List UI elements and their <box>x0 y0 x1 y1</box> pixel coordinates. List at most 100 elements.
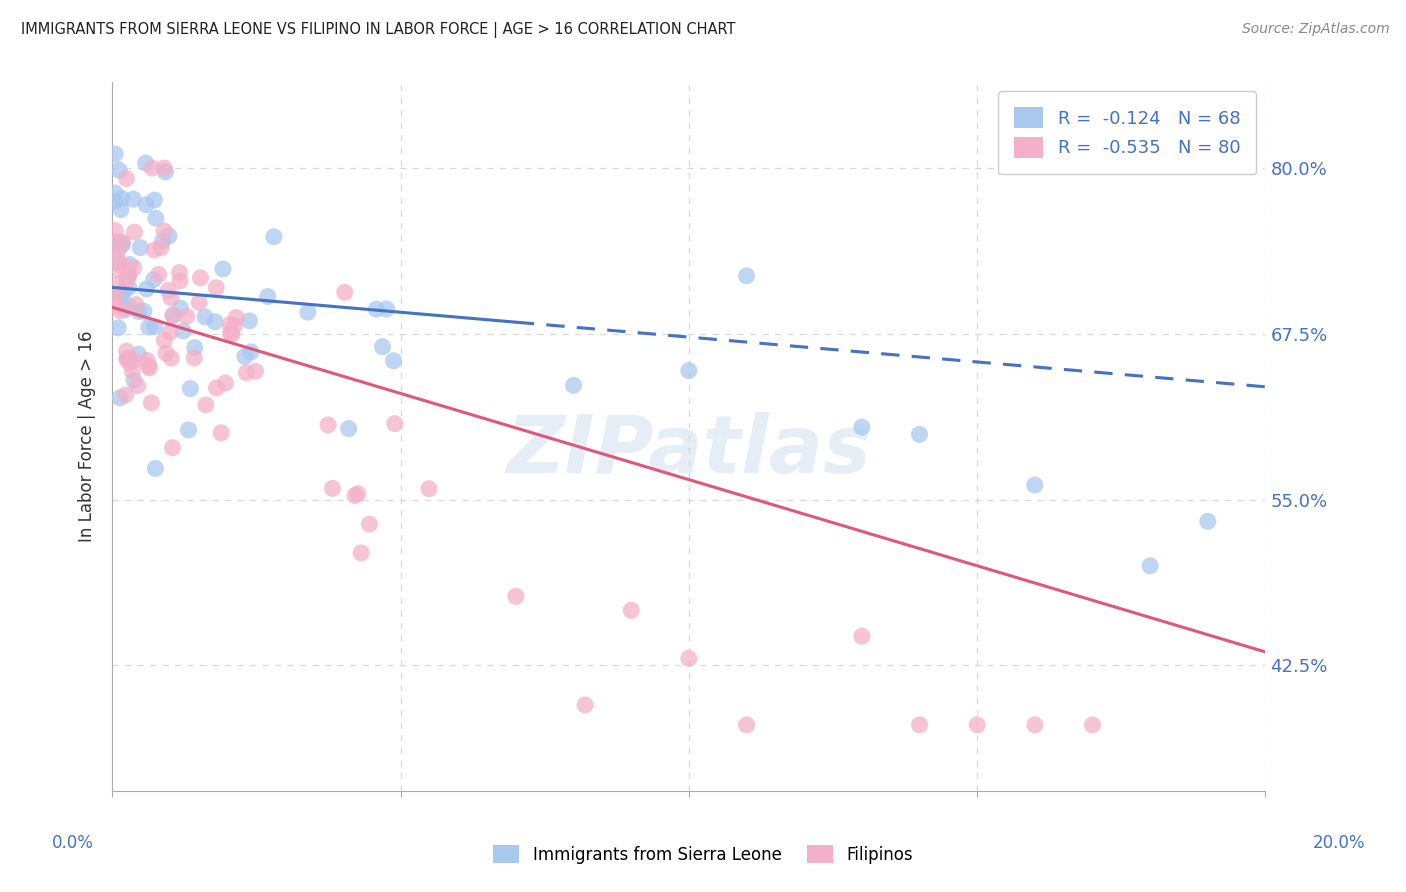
Point <box>153 224 176 238</box>
Point <box>172 324 194 338</box>
Point <box>256 289 278 303</box>
Point <box>297 305 319 319</box>
Point <box>333 285 356 300</box>
Point <box>121 364 143 378</box>
Point <box>179 382 201 396</box>
Point <box>204 315 226 329</box>
Point <box>111 235 134 249</box>
Point <box>155 346 177 360</box>
Point <box>122 353 145 368</box>
Point <box>111 236 134 251</box>
Point <box>141 161 163 175</box>
Legend: R =  -0.124   N = 68, R =  -0.535   N = 80: R = -0.124 N = 68, R = -0.535 N = 80 <box>998 91 1257 174</box>
Point <box>115 302 138 317</box>
Point <box>104 289 127 303</box>
Point <box>562 378 585 392</box>
Point <box>177 423 200 437</box>
Point <box>851 420 873 434</box>
Point <box>384 417 406 431</box>
Point <box>127 347 149 361</box>
Point <box>851 629 873 643</box>
Point <box>129 241 152 255</box>
Point <box>124 225 146 239</box>
Point <box>735 268 758 283</box>
Point <box>678 651 700 665</box>
Point <box>111 259 134 273</box>
Point <box>343 488 366 502</box>
Point <box>125 297 148 311</box>
Point <box>105 246 128 260</box>
Point <box>224 318 246 333</box>
Point <box>148 268 170 282</box>
Point <box>1139 558 1161 573</box>
Point <box>104 255 127 269</box>
Point <box>205 281 228 295</box>
Point <box>176 310 198 324</box>
Point <box>347 486 370 500</box>
Point <box>143 319 166 334</box>
Point <box>110 192 132 206</box>
Point <box>118 257 141 271</box>
Point <box>115 275 138 289</box>
Point <box>214 376 236 390</box>
Point <box>110 238 132 252</box>
Point <box>908 718 931 732</box>
Point <box>108 391 131 405</box>
Point <box>135 156 157 170</box>
Point <box>263 229 285 244</box>
Point <box>678 363 700 377</box>
Point <box>138 320 160 334</box>
Point <box>136 353 159 368</box>
Point <box>118 356 141 370</box>
Point <box>138 359 160 373</box>
Text: 0.0%: 0.0% <box>52 834 94 852</box>
Point <box>375 301 398 316</box>
Point <box>104 186 127 200</box>
Point <box>132 304 155 318</box>
Point <box>111 286 134 301</box>
Point <box>110 202 132 217</box>
Point <box>135 197 157 211</box>
Point <box>117 269 139 284</box>
Point <box>205 381 228 395</box>
Point <box>108 237 131 252</box>
Point <box>209 425 232 440</box>
Point <box>245 364 267 378</box>
Point <box>112 285 135 300</box>
Point <box>366 302 388 317</box>
Point <box>183 351 205 365</box>
Point <box>620 603 643 617</box>
Point <box>115 171 138 186</box>
Point <box>135 282 157 296</box>
Point <box>221 327 243 342</box>
Point <box>418 482 440 496</box>
Text: ZIPatlas: ZIPatlas <box>506 412 872 490</box>
Text: 20.0%: 20.0% <box>1312 834 1365 852</box>
Point <box>105 253 128 268</box>
Point <box>115 351 138 366</box>
Point <box>153 334 176 348</box>
Point <box>359 517 381 532</box>
Point <box>382 353 405 368</box>
Point <box>138 360 160 375</box>
Point <box>190 271 212 285</box>
Point <box>128 304 150 318</box>
Point <box>145 461 167 475</box>
Point <box>316 417 339 432</box>
Point <box>235 366 257 380</box>
Point <box>908 427 931 442</box>
Point <box>160 351 183 365</box>
Text: Source: ZipAtlas.com: Source: ZipAtlas.com <box>1241 22 1389 37</box>
Point <box>104 237 127 252</box>
Point <box>105 235 128 250</box>
Point <box>157 229 180 244</box>
Point <box>143 243 166 257</box>
Point <box>104 224 127 238</box>
Point <box>1024 718 1046 732</box>
Legend: Immigrants from Sierra Leone, Filipinos: Immigrants from Sierra Leone, Filipinos <box>486 838 920 871</box>
Point <box>107 321 129 335</box>
Point <box>183 341 205 355</box>
Point <box>337 421 360 435</box>
Y-axis label: In Labor Force | Age > 16: In Labor Force | Age > 16 <box>79 331 96 542</box>
Point <box>110 304 132 318</box>
